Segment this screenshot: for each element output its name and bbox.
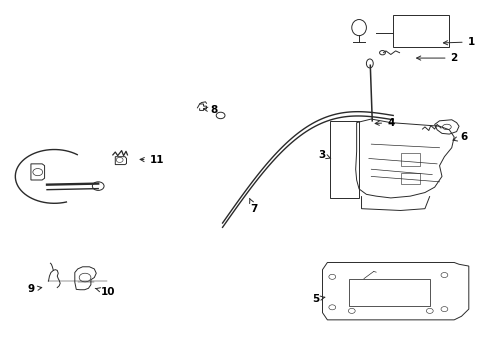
Text: 9: 9 bbox=[27, 284, 41, 294]
Text: 7: 7 bbox=[249, 198, 257, 214]
Text: 10: 10 bbox=[95, 287, 115, 297]
Text: 6: 6 bbox=[452, 132, 467, 142]
Text: 11: 11 bbox=[140, 155, 163, 165]
Bar bbox=[400, 173, 419, 184]
Bar bbox=[392, 15, 448, 47]
Text: 1: 1 bbox=[443, 37, 474, 47]
Text: 5: 5 bbox=[311, 294, 325, 304]
Bar bbox=[329, 121, 358, 198]
Text: 2: 2 bbox=[416, 53, 457, 63]
Text: 8: 8 bbox=[203, 105, 218, 115]
Bar bbox=[400, 153, 419, 166]
Text: 3: 3 bbox=[317, 150, 330, 160]
Text: 4: 4 bbox=[374, 118, 394, 128]
Bar bbox=[348, 279, 429, 306]
